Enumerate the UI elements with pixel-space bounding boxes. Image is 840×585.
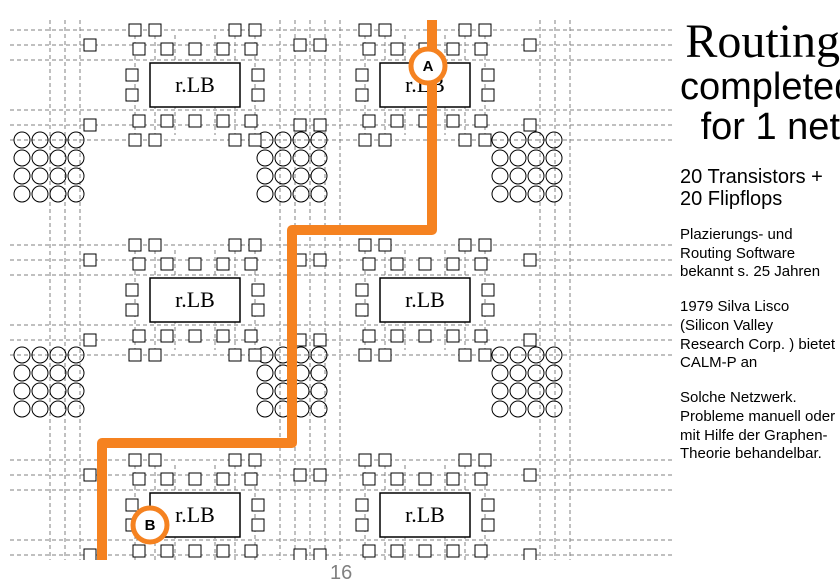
para-1: Plazierungs- und Routing Software bekann… bbox=[680, 226, 840, 282]
routing-diagram: r.LBr.LBr.LBr.LBr.LBr.LBAB bbox=[10, 20, 675, 560]
page-number: 16 bbox=[330, 562, 352, 585]
svg-text:r.LB: r.LB bbox=[405, 287, 445, 312]
title-routing: Routing bbox=[680, 18, 840, 66]
para-3: Solche Netzwerk. Probleme manuell oder m… bbox=[680, 389, 840, 464]
svg-text:r.LB: r.LB bbox=[175, 287, 215, 312]
text-column: Routing completed for 1 net 20 Transisto… bbox=[680, 18, 840, 464]
para-2: 1979 Silva Lisco (Silicon Valley Researc… bbox=[680, 298, 840, 373]
svg-text:B: B bbox=[145, 517, 156, 534]
svg-text:r.LB: r.LB bbox=[175, 502, 215, 527]
title-completed: completed for 1 net bbox=[680, 68, 840, 148]
svg-text:A: A bbox=[423, 58, 434, 75]
svg-text:r.LB: r.LB bbox=[175, 72, 215, 97]
subtitle: 20 Transistors + 20 Flipflops bbox=[680, 166, 840, 210]
svg-text:r.LB: r.LB bbox=[405, 502, 445, 527]
